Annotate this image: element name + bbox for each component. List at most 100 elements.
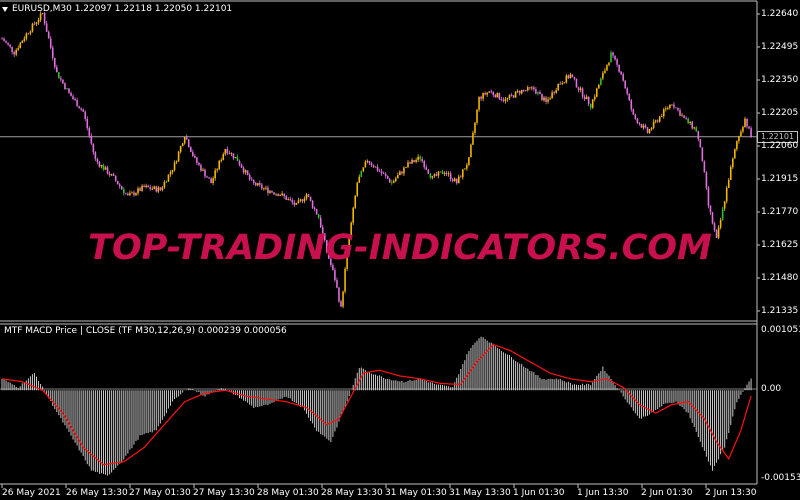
candle-body: [630, 100, 633, 110]
candle-body: [484, 93, 486, 95]
candle-body: [679, 110, 681, 116]
candle-body: [60, 78, 62, 80]
candle-body: [29, 31, 32, 34]
candle-body: [431, 175, 434, 178]
candle-body: [662, 109, 665, 117]
candle-body: [334, 270, 336, 281]
candle-body: [610, 52, 612, 63]
candle-body: [179, 146, 182, 152]
candle-body: [417, 156, 419, 160]
candle-body: [498, 93, 501, 100]
candle-body: [677, 107, 679, 111]
candle-body: [256, 183, 259, 186]
symbol-info: EURUSD,M30 1.22097 1.22118 1.22050 1.221…: [12, 4, 233, 14]
candle-body: [640, 124, 643, 128]
candle-body: [230, 153, 233, 155]
candle-body: [660, 116, 663, 117]
candle-body: [358, 176, 361, 183]
candle-body: [492, 91, 495, 95]
candle-body: [583, 96, 586, 100]
candle-body: [665, 108, 667, 110]
price-axis-label: 1.22640: [761, 9, 799, 19]
candle-body: [271, 191, 273, 193]
candle-body: [634, 114, 637, 119]
candle-body: [729, 167, 732, 180]
candle-body: [281, 193, 283, 196]
candle-body: [110, 174, 113, 176]
candle-body: [13, 51, 15, 55]
time-axis-label: 27 May 01:30: [129, 488, 191, 498]
watermark: TOP-TRADING-INDICATORS.COM: [88, 228, 712, 268]
candle-body: [242, 167, 245, 173]
candle-body: [669, 104, 671, 108]
candle-body: [482, 93, 484, 99]
candle-body: [429, 173, 432, 178]
price-axis-label: 1.22350: [761, 75, 799, 85]
candle-body: [189, 147, 192, 153]
candle-body: [506, 98, 509, 100]
candle-body: [49, 38, 52, 48]
symbol-dropdown-icon[interactable]: [2, 7, 8, 12]
candle-body: [295, 202, 298, 205]
candle-body: [133, 192, 135, 196]
candle-body: [289, 199, 292, 201]
candle-body: [658, 116, 661, 122]
candle-body: [37, 19, 40, 23]
candle-body: [624, 80, 627, 89]
candle-body: [713, 223, 716, 231]
candle-body: [163, 181, 166, 188]
candle-body: [462, 169, 464, 178]
candle-body: [537, 92, 539, 94]
candle-body: [350, 222, 352, 238]
candle-body: [390, 182, 393, 184]
candle-body: [388, 178, 391, 183]
price-axis-ticks: [757, 13, 760, 312]
candle-body: [464, 168, 466, 170]
time-axis-label: 26 May 2021: [2, 488, 61, 498]
candle-body: [41, 13, 44, 14]
candle-body: [598, 84, 600, 89]
candle-body: [167, 174, 170, 182]
candle-body: [535, 89, 537, 94]
candle-body: [263, 188, 265, 190]
candle-body: [510, 95, 513, 96]
candle-body: [157, 187, 160, 192]
candle-body: [293, 202, 296, 205]
candle-body: [732, 158, 734, 168]
candle-body: [3, 38, 5, 42]
candle-body: [244, 170, 247, 173]
candle-body: [305, 194, 308, 199]
candle-body: [725, 187, 728, 202]
candle-body: [632, 109, 635, 115]
candle-body: [98, 161, 101, 167]
candle-body: [238, 161, 241, 165]
candle-body: [589, 104, 592, 108]
candle-body: [480, 96, 482, 99]
candle-body: [366, 161, 369, 162]
candle-body: [183, 137, 186, 144]
candle-body: [76, 100, 78, 107]
candle-body: [561, 83, 564, 85]
candle-body: [21, 40, 24, 43]
candle-body: [654, 120, 657, 122]
candle-body: [571, 74, 574, 78]
candle-body: [254, 182, 257, 186]
candle-body: [457, 176, 460, 184]
candle-body: [622, 74, 624, 81]
candle-body: [291, 200, 294, 203]
candle-body: [116, 180, 119, 185]
candle-body: [553, 92, 555, 94]
candle-body: [283, 193, 285, 197]
candle-body: [423, 161, 426, 168]
candle-body: [384, 173, 387, 176]
candle-body: [736, 141, 738, 150]
candle-body: [155, 186, 158, 192]
candle-body: [644, 125, 647, 128]
candle-body: [139, 188, 141, 191]
candle-body: [356, 182, 359, 196]
candle-body: [683, 115, 685, 118]
candle-body: [68, 88, 70, 93]
candle-body: [185, 137, 188, 140]
candle-body: [648, 129, 651, 133]
